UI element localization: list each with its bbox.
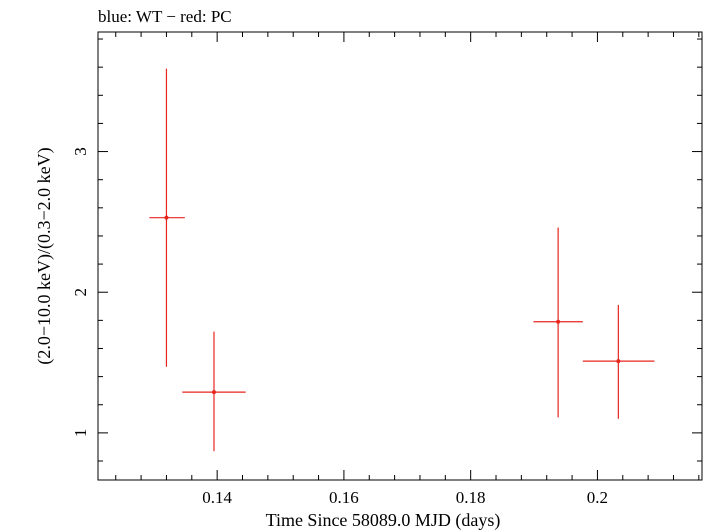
data-point	[182, 331, 246, 452]
chart-title: blue: WT − red: PC	[98, 7, 232, 26]
x-tick-label: 0.14	[202, 488, 232, 507]
y-axis: 1 2 3	[71, 38, 702, 462]
data-marker	[556, 319, 561, 324]
data-point	[533, 227, 583, 418]
y-axis-label: (2.0−10.0 keV)/(0.3−2.0 keV)	[34, 147, 55, 364]
data-point	[582, 304, 655, 419]
x-tick-label: 0.18	[456, 488, 486, 507]
data-point	[149, 68, 185, 367]
x-axis-label: Time Since 58089.0 MJD (days)	[266, 510, 501, 531]
data-marker	[211, 390, 216, 395]
data-series	[149, 68, 655, 452]
y-tick-label: 1	[71, 429, 90, 438]
y-tick-label: 2	[71, 288, 90, 297]
data-marker	[616, 359, 621, 364]
x-axis: 0.14 0.16 0.18 0.2	[115, 32, 700, 507]
x-tick-label: 0.16	[329, 488, 359, 507]
x-tick-label: 0.2	[587, 488, 608, 507]
data-marker	[164, 215, 169, 220]
plot-frame	[97, 31, 703, 481]
y-tick-label: 3	[71, 147, 90, 156]
plot-border	[97, 31, 703, 481]
